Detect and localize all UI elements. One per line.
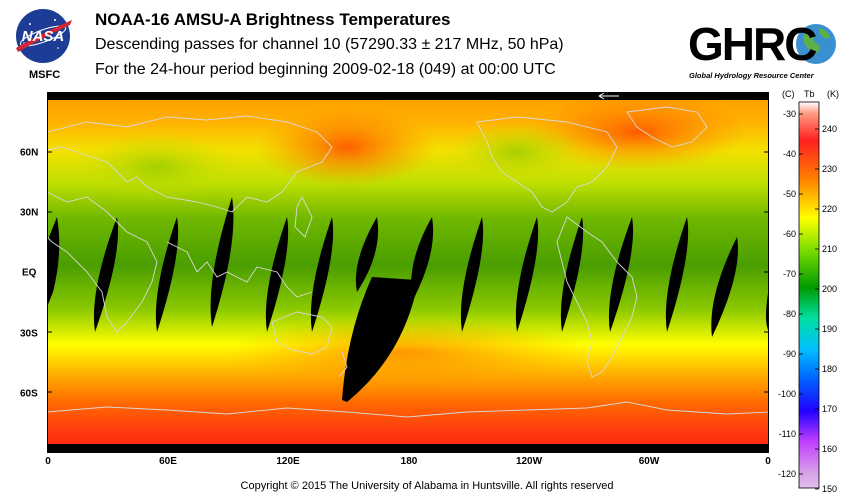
lat-label-30n: 30N xyxy=(20,207,39,219)
colorbar-label-kelvin: 200 xyxy=(822,284,837,294)
lon-label-0-east: 0 xyxy=(765,456,771,467)
colorbar-label-kelvin: 190 xyxy=(822,324,837,334)
msfc-label: MSFC xyxy=(29,69,61,81)
lat-label-eq: EQ xyxy=(22,267,37,279)
lon-label-60w: 60W xyxy=(638,456,660,467)
colorbar-label-kelvin: 180 xyxy=(822,364,837,374)
colorbar-label-celsius: -80 xyxy=(783,309,796,319)
map-title: NOAA-16 AMSU-A Brightness Temperatures xyxy=(95,10,451,29)
colorbar-tb-label: Tb xyxy=(804,90,815,99)
colorbar-label-celsius: -90 xyxy=(783,349,796,359)
lon-label-0: 0 xyxy=(45,456,51,467)
colorbar-label-kelvin: 160 xyxy=(822,444,837,454)
colorbar-label-celsius: -70 xyxy=(783,269,796,279)
colorbar-label-celsius: -60 xyxy=(783,229,796,239)
colorbar: (C) Tb (K) -30 -40 -50 -60 -70 -80 -90 -100 -110… xyxy=(778,90,839,492)
colorbar-unit-kelvin: (K) xyxy=(827,90,839,99)
map-subtitle-period: For the 24-hour period beginning 2009-02… xyxy=(95,61,556,78)
pole-arrow-icon xyxy=(598,92,619,100)
copyright-notice: Copyright © 2015 The University of Alaba… xyxy=(240,480,614,492)
colorbar-label-celsius: -50 xyxy=(783,189,796,199)
colorbar-label-kelvin: 210 xyxy=(822,244,837,254)
colorbar-label-kelvin: 230 xyxy=(822,164,837,174)
nasa-logo: NASA xyxy=(16,9,72,63)
colorbar-unit-celsius: (C) xyxy=(782,90,795,99)
svg-text:Global Hydrology Resource Cent: Global Hydrology Resource Center xyxy=(689,71,815,80)
colorbar-label-celsius: -100 xyxy=(778,389,796,399)
lon-label-180: 180 xyxy=(400,456,418,467)
colorbar-label-kelvin: 240 xyxy=(822,124,837,134)
lon-label-60e: 60E xyxy=(159,456,177,467)
colorbar-label-kelvin: 220 xyxy=(822,204,837,214)
colorbar-label-kelvin: 170 xyxy=(822,404,837,414)
colorbar-label-celsius: -120 xyxy=(778,469,796,479)
colorbar-label-kelvin: 150 xyxy=(822,484,837,492)
colorbar-label-celsius: -110 xyxy=(779,429,796,439)
ghrc-logo: GHRC Global Hydrology Resource Center xyxy=(688,18,836,80)
coastlines xyxy=(47,106,769,418)
lat-label-30s: 30S xyxy=(20,328,38,340)
brightness-temperature-map xyxy=(47,92,769,453)
svg-text:NASA: NASA xyxy=(22,28,65,45)
lon-label-120e: 120E xyxy=(276,456,300,467)
colorbar-label-celsius: -30 xyxy=(783,109,796,119)
lat-label-60s: 60S xyxy=(20,388,38,400)
svg-text:GHRC: GHRC xyxy=(688,18,816,70)
lat-label-60n: 60N xyxy=(20,147,39,159)
colorbar-label-celsius: -40 xyxy=(783,149,796,159)
lon-label-120w: 120W xyxy=(515,456,543,467)
map-subtitle-channel: Descending passes for channel 10 (57290.… xyxy=(95,36,564,53)
colorbar-gradient xyxy=(798,101,820,489)
